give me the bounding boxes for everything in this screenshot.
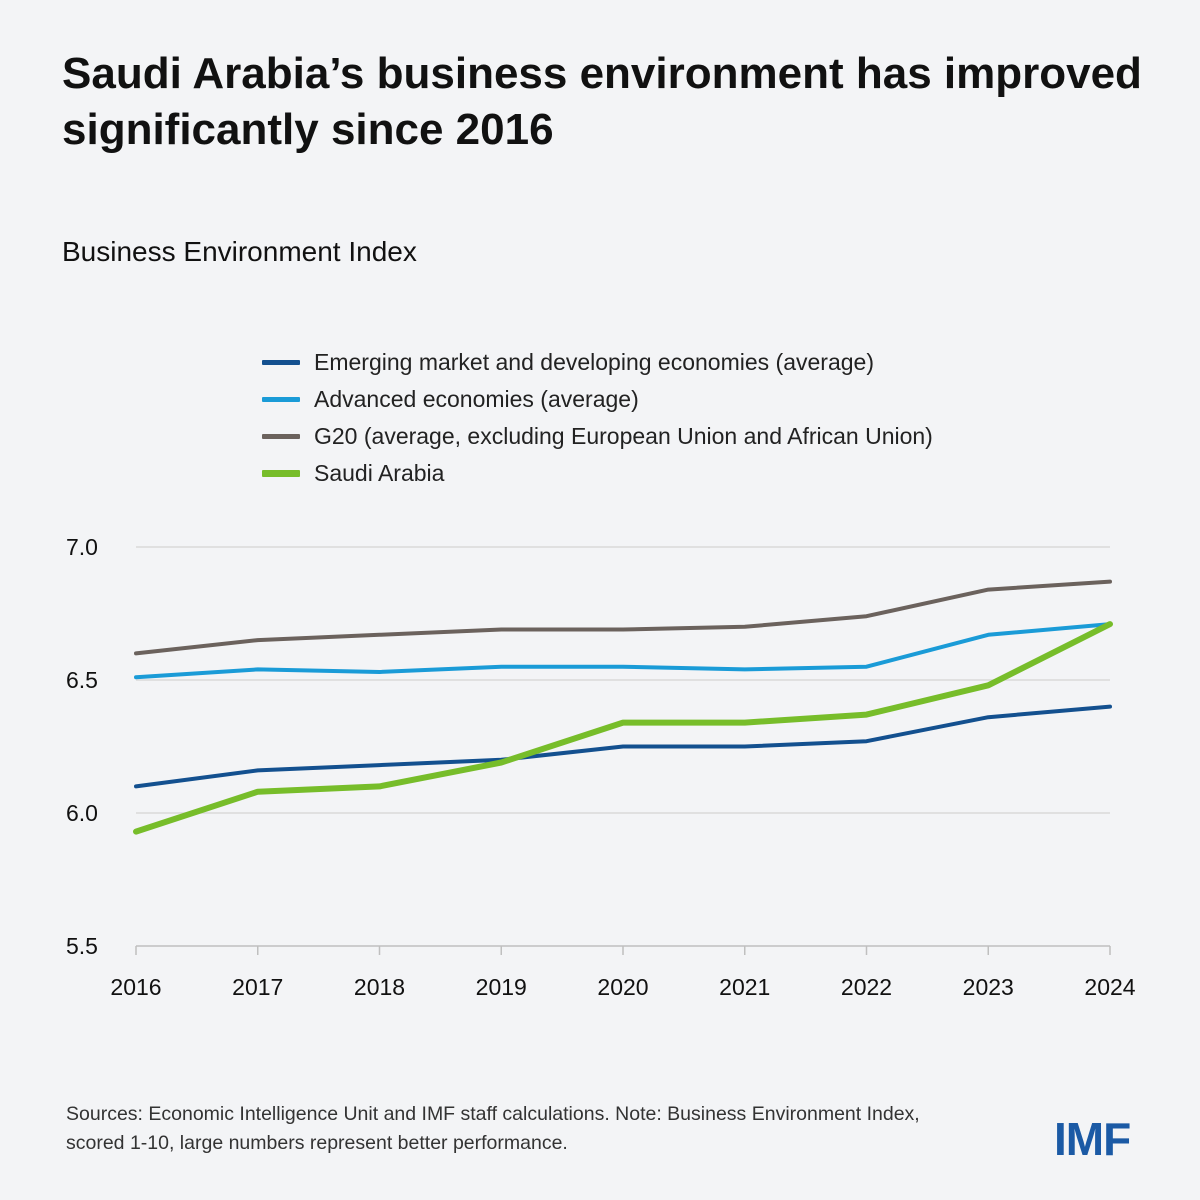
imf-logo: IMF: [1054, 1113, 1131, 1165]
legend-item-emde: Emerging market and developing economies…: [262, 344, 933, 381]
chart-title: Saudi Arabia’s business environment has …: [62, 49, 1142, 154]
x-tick-label-2020: 2020: [597, 974, 648, 1000]
x-tick-label-2023: 2023: [963, 974, 1014, 1000]
x-tick-label-2017: 2017: [232, 974, 283, 1000]
legend-label-g20: G20 (average, excluding European Union a…: [314, 423, 933, 449]
legend-item-g20: G20 (average, excluding European Union a…: [262, 418, 933, 455]
series-line-advanced: [134, 622, 1112, 680]
legend-label-saudi: Saudi Arabia: [314, 460, 445, 486]
legend-swatch-g20: [262, 434, 300, 439]
legend-label-advanced: Advanced economies (average): [314, 386, 639, 412]
legend-swatch-advanced: [262, 397, 300, 402]
y-tick-label-7-0: 7.0: [66, 534, 98, 560]
legend-swatch-saudi: [262, 470, 300, 477]
y-tick-label-6-0: 6.0: [66, 800, 98, 826]
legend-swatch-emde: [262, 360, 300, 365]
x-tick-label-2022: 2022: [841, 974, 892, 1000]
x-tick-label-2016: 2016: [110, 974, 161, 1000]
y-tick-label-5-5: 5.5: [66, 933, 98, 959]
x-tick-label-2024: 2024: [1084, 974, 1135, 1000]
series-line-g20: [134, 579, 1112, 656]
x-tick-label-2018: 2018: [354, 974, 405, 1000]
x-tick-label-2019: 2019: [476, 974, 527, 1000]
chart-subtitle: Business Environment Index: [62, 236, 417, 267]
legend: Emerging market and developing economies…: [262, 344, 933, 492]
legend-item-saudi: Saudi Arabia: [262, 455, 933, 492]
series-line-saudi: [133, 621, 1113, 835]
legend-item-advanced: Advanced economies (average): [262, 381, 933, 418]
legend-label-emde: Emerging market and developing economies…: [314, 349, 874, 375]
x-tick-label-2021: 2021: [719, 974, 770, 1000]
footnote: Sources: Economic Intelligence Unit and …: [66, 1103, 920, 1154]
y-tick-label-6-5: 6.5: [66, 667, 98, 693]
